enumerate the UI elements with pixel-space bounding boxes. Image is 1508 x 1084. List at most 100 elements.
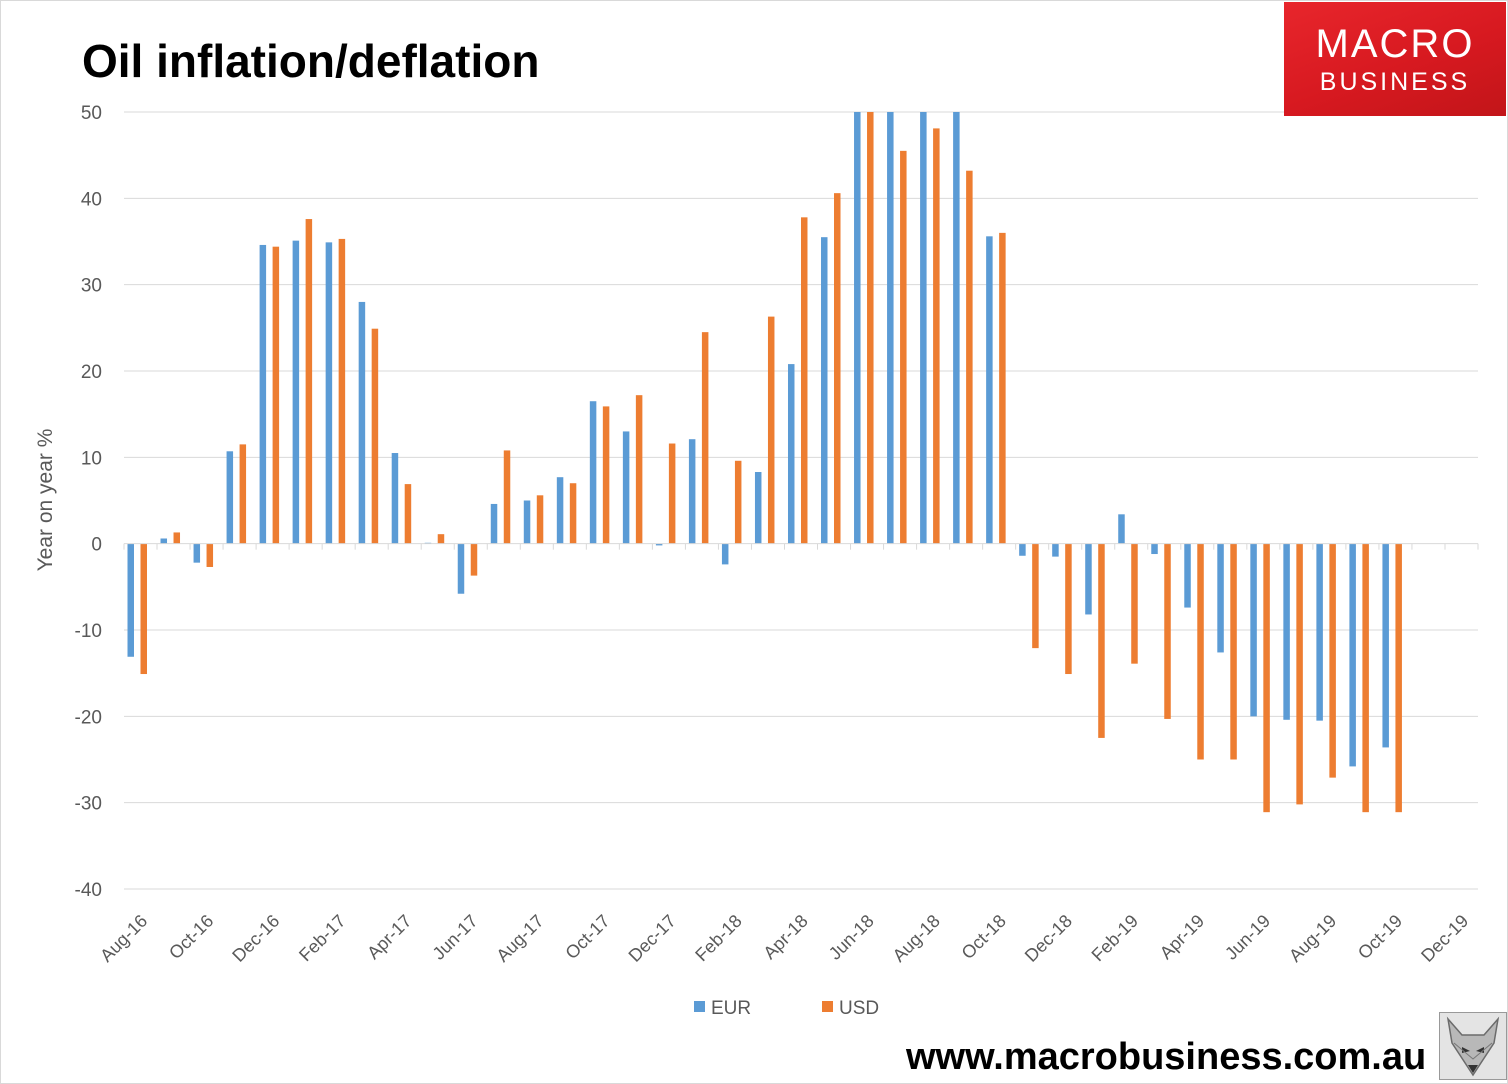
legend-swatch-usd [822,1001,833,1012]
bar-usd-apr-19 [1197,543,1204,760]
bar-eur-aug-19 [1316,543,1323,721]
bar-usd-dec-16 [272,246,280,544]
bar-eur-mar-18 [754,472,762,544]
bar-eur-aug-18 [920,112,927,544]
bars [127,112,1402,813]
y-tick-label: 0 [91,535,102,556]
x-tick-label: Dec-17 [625,911,680,966]
bar-usd-oct-16 [206,543,214,567]
x-tick-label: Dec-18 [1021,911,1076,966]
fox-logo-icon [1439,1012,1507,1080]
bar-eur-dec-18 [1052,543,1059,557]
x-tick-label: Feb-17 [295,911,349,965]
x-tick-label: Apr-17 [363,911,415,963]
bar-eur-sep-19 [1349,543,1356,767]
bar-eur-may-19 [1217,543,1224,653]
bar-usd-feb-17 [338,238,346,544]
bar-usd-jul-19 [1296,543,1303,805]
bar-eur-jun-17 [457,543,465,594]
bar-usd-feb-19 [1131,543,1138,664]
bar-usd-jun-17 [470,543,478,576]
x-tick-label: Oct-16 [165,911,217,963]
x-tick-label: Aug-18 [889,911,944,966]
logo-line-2: BUSINESS [1319,68,1471,96]
y-axis-ticks: 50 40 30 20 10 0 -10 -20 -30 -40 [75,103,102,901]
bar-usd-may-18 [834,193,841,544]
x-tick-label: Jun-19 [1221,911,1274,964]
y-tick-label: -10 [75,621,102,642]
bar-usd-aug-18 [933,128,940,544]
bar-usd-jun-19 [1263,543,1270,813]
bar-eur-feb-19 [1118,514,1125,544]
bar-eur-feb-17 [325,242,333,544]
bar-eur-apr-17 [391,453,399,544]
legend: EUR USD [694,998,879,1019]
bar-usd-dec-18 [1065,543,1072,675]
legend-label-eur: EUR [711,998,751,1019]
bar-usd-may-17 [437,534,445,544]
bar-usd-oct-17 [602,406,610,544]
bar-eur-jun-18 [854,112,861,544]
bar-usd-sep-18 [966,170,973,544]
y-tick-label: 50 [81,103,102,124]
bar-usd-apr-18 [800,217,808,544]
bar-eur-apr-19 [1184,543,1191,608]
x-tick-label: Jun-18 [825,911,878,964]
x-tick-label: Feb-18 [691,911,745,965]
x-tick-label: Aug-17 [492,911,547,966]
bar-eur-mar-19 [1151,543,1158,555]
bar-usd-sep-17 [569,483,577,544]
x-tick-label: Apr-19 [1156,911,1208,963]
bar-usd-nov-16 [239,444,247,544]
bar-eur-may-18 [821,237,828,544]
x-tick-label: Aug-19 [1285,911,1340,966]
y-tick-label: -30 [75,794,102,815]
bar-eur-jan-19 [1085,543,1092,615]
bar-eur-oct-19 [1382,543,1389,748]
x-tick-label: Oct-18 [958,911,1010,963]
bar-eur-jul-17 [490,503,498,544]
bar-eur-oct-18 [986,236,993,544]
macrobusiness-logo: MACRO BUSINESS [1284,2,1506,116]
bar-eur-jan-17 [292,240,300,544]
y-tick-label: 20 [81,362,102,383]
x-tick-label: Jun-17 [429,911,482,964]
bar-eur-sep-17 [556,477,564,544]
y-axis-label: Year on year % [34,429,57,572]
bar-usd-oct-19 [1395,543,1402,813]
bar-usd-feb-18 [734,460,742,544]
chart-title: Oil inflation/deflation [82,35,540,87]
bar-usd-aug-16 [140,543,147,675]
y-tick-label: 40 [81,189,102,210]
bar-usd-mar-17 [371,328,379,544]
y-tick-label: 30 [81,276,102,297]
bar-eur-aug-17 [523,500,531,544]
x-tick-label: Dec-16 [228,911,283,966]
bar-eur-feb-18 [721,543,729,565]
x-axis-ticks: Aug-16 Oct-16 Dec-16 Feb-17 Apr-17 Jun-17 Aug-… [96,911,1472,966]
website-url: www.macrobusiness.com.au [906,1036,1427,1078]
bar-usd-jan-18 [701,332,709,544]
bar-eur-mar-17 [358,301,366,544]
bar-usd-mar-19 [1164,543,1171,719]
bar-usd-jun-18 [867,112,874,544]
bar-eur-nov-17 [622,431,630,544]
y-tick-label: -20 [75,707,102,728]
bar-usd-may-19 [1230,543,1237,760]
bar-eur-nov-18 [1019,543,1026,556]
bar-usd-dec-17 [668,443,676,544]
legend-swatch-eur [694,1001,705,1012]
bar-usd-sep-16 [173,532,181,544]
bar-eur-jun-19 [1250,543,1257,717]
x-tick-label: Oct-17 [561,911,613,963]
x-axis [123,543,1479,550]
bar-eur-nov-16 [226,451,234,544]
bar-usd-aug-19 [1329,543,1336,778]
x-tick-label: Feb-19 [1088,911,1142,965]
bar-eur-aug-16 [127,543,134,657]
bar-eur-apr-18 [787,364,795,544]
bar-usd-sep-19 [1362,543,1369,813]
bar-usd-jul-17 [503,450,511,544]
bar-usd-aug-17 [536,495,544,544]
